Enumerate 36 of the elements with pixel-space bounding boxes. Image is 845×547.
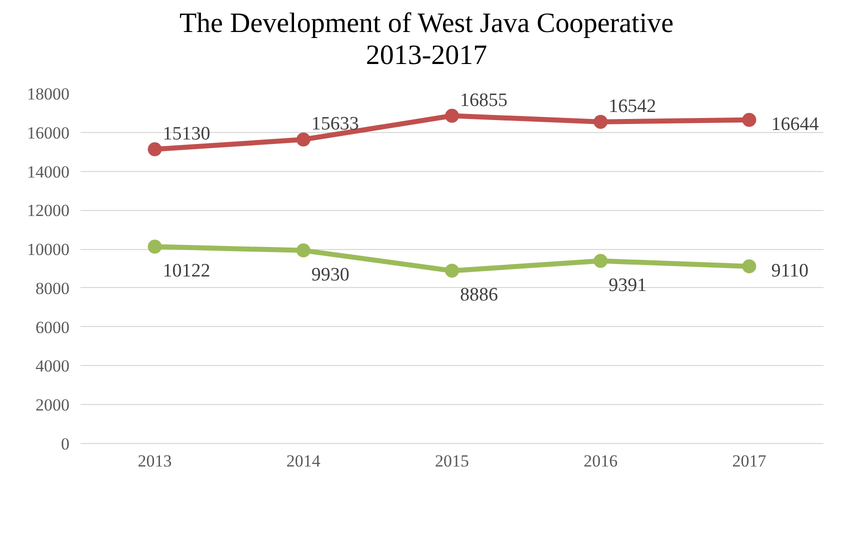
point — [594, 114, 608, 129]
point — [742, 112, 756, 127]
point — [148, 240, 162, 254]
data-label: 8886 — [460, 284, 498, 306]
y-tick-label: 0 — [61, 434, 70, 454]
y-tick-label: 4000 — [36, 356, 70, 376]
y-tick-label: 6000 — [36, 318, 70, 337]
data-label: 16855 — [460, 90, 508, 111]
y-tick-label: 18000 — [27, 84, 70, 104]
point — [445, 264, 459, 278]
chart-title: The Development of West Java Cooperative 2013-2017 — [179, 8, 674, 72]
y-tick-label: 16000 — [27, 123, 70, 142]
y-tick-label: 8000 — [36, 278, 70, 298]
y-tick-label: 10000 — [27, 240, 70, 260]
point — [296, 132, 310, 147]
point — [742, 259, 756, 274]
x-tick-label: 2016 — [584, 452, 618, 470]
point — [148, 142, 162, 156]
point — [594, 254, 608, 268]
y-tick-label: 14000 — [27, 162, 70, 182]
data-label: 9110 — [771, 260, 808, 282]
x-tick-label: 2015 — [435, 452, 469, 470]
data-label: 16542 — [608, 96, 656, 117]
data-label: 15633 — [311, 114, 359, 135]
y-tick-label: 12000 — [27, 201, 70, 220]
data-label: 16644 — [771, 114, 820, 135]
data-label: 15130 — [162, 123, 210, 144]
data-label: 9391 — [608, 274, 647, 296]
point — [445, 108, 459, 123]
data-label: 10122 — [162, 260, 210, 282]
x-tick-label: 2014 — [286, 452, 321, 470]
point — [296, 243, 310, 258]
x-tick-label: 2013 — [138, 452, 172, 470]
data-label: 9930 — [311, 264, 350, 286]
y-tick-label: 2000 — [36, 396, 70, 415]
x-tick-label: 2017 — [732, 452, 767, 470]
